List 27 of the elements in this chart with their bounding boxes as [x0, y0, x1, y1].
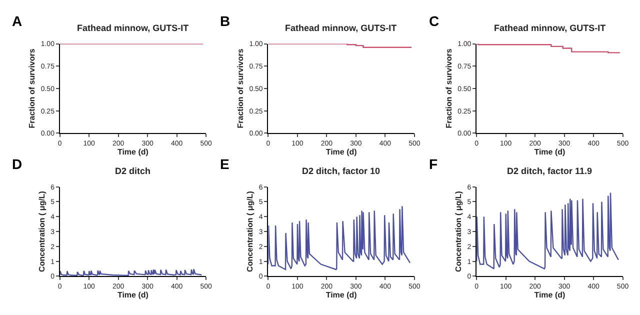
x-axis-title: Time (d) — [326, 148, 358, 157]
y-axis-title: Concentration ( μg/L) — [246, 190, 255, 272]
y-axis-title: Concentration ( μg/L) — [454, 190, 464, 272]
text: F — [429, 156, 438, 172]
text: E — [220, 156, 230, 172]
line-series — [268, 206, 411, 270]
x-axis-title: Time (d) — [534, 290, 566, 300]
y-axis-title: Fraction of survivors — [28, 48, 37, 128]
x-axis-title: Time (d) — [534, 148, 566, 157]
text: C — [429, 13, 440, 29]
y-axis-title: Fraction of survivors — [444, 48, 454, 128]
chart-title: Fathead minnow, GUTS-IT — [77, 23, 190, 33]
chart-title: Fathead minnow, GUTS-IT — [494, 23, 606, 33]
text: B — [220, 13, 230, 29]
line-series — [60, 268, 202, 276]
x-axis-title: Time (d) — [326, 290, 358, 300]
text: D — [12, 156, 22, 172]
y-axis-title: Concentration ( μg/L) — [37, 190, 46, 272]
chart-title: D2 ditch, factor 11.9 — [507, 166, 592, 176]
chart-title: D2 ditch, factor 10 — [302, 166, 380, 176]
x-axis-title: Time (d) — [117, 148, 149, 157]
chart-title: D2 ditch — [115, 166, 151, 176]
text: A — [12, 13, 22, 29]
x-axis-title: Time (d) — [117, 290, 149, 300]
line-series — [476, 192, 619, 270]
y-axis-title: Fraction of survivors — [236, 48, 245, 128]
chart-title: Fathead minnow, GUTS-IT — [285, 23, 398, 33]
